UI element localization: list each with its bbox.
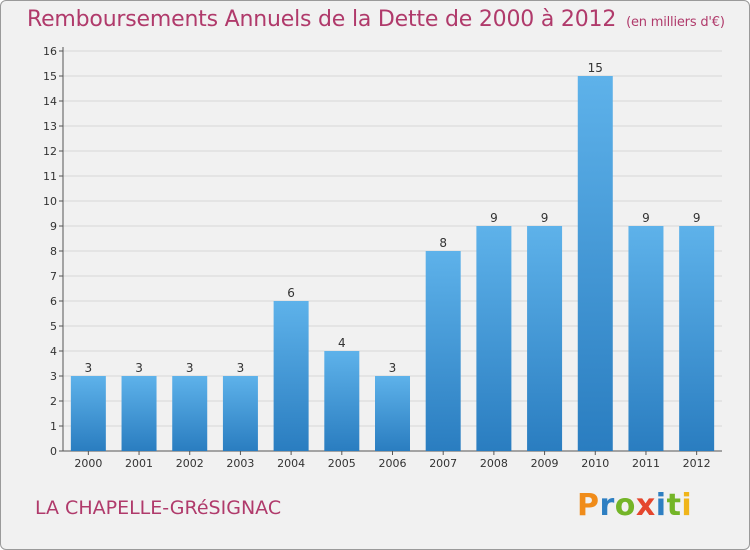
y-tick-label: 16 — [43, 45, 57, 58]
logo-letter: o — [614, 488, 636, 523]
bar-value-label: 3 — [389, 361, 397, 375]
proxiti-logo[interactable]: Proxiti — [577, 488, 692, 523]
bar-value-label: 9 — [642, 211, 650, 225]
logo-letter: r — [599, 488, 615, 523]
x-tick-label: 2004 — [277, 457, 305, 470]
x-tick-label: 2009 — [531, 457, 559, 470]
x-tick-label: 2000 — [74, 457, 102, 470]
y-tick-label: 7 — [50, 270, 57, 283]
y-tick-label: 9 — [50, 220, 57, 233]
x-tick-label: 2005 — [328, 457, 356, 470]
y-tick-label: 2 — [50, 395, 57, 408]
bar — [273, 301, 309, 451]
y-tick-label: 0 — [50, 445, 57, 458]
x-tick-label: 2010 — [581, 457, 609, 470]
y-tick-label: 10 — [43, 195, 57, 208]
bar — [375, 376, 410, 451]
bar-value-label: 15 — [588, 61, 603, 75]
bar-value-label: 6 — [287, 286, 295, 300]
x-tick-label: 2012 — [683, 457, 711, 470]
y-tick-label: 3 — [50, 370, 57, 383]
bar-value-label: 3 — [186, 361, 194, 375]
bar — [527, 226, 563, 451]
logo-letter: x — [635, 488, 656, 523]
logo-letter: i — [681, 488, 693, 523]
x-tick-label: 2002 — [176, 457, 204, 470]
bar — [679, 226, 715, 451]
bar — [172, 376, 208, 451]
commune-name: LA CHAPELLE-GRéSIGNAC — [35, 497, 282, 519]
x-tick-label: 2006 — [379, 457, 407, 470]
bar — [628, 226, 664, 451]
y-tick-label: 11 — [43, 170, 57, 183]
x-tick-label: 2001 — [125, 457, 153, 470]
bar-value-label: 9 — [490, 211, 498, 225]
y-tick-label: 12 — [43, 145, 57, 158]
bar-value-label: 9 — [693, 211, 701, 225]
logo-letter: i — [655, 488, 667, 523]
chart-title-text: Remboursements Annuels de la Dette de 20… — [27, 7, 617, 32]
y-tick-label: 4 — [50, 345, 57, 358]
bar — [324, 351, 360, 451]
x-tick-label: 2011 — [632, 457, 660, 470]
x-tick-label: 2003 — [226, 457, 254, 470]
bar — [121, 376, 157, 451]
logo-letter: t — [666, 488, 682, 523]
y-tick-label: 5 — [50, 320, 57, 333]
logo-letter: P — [577, 488, 600, 523]
bar — [476, 226, 512, 451]
bar-value-label: 3 — [135, 361, 143, 375]
bar — [425, 251, 461, 451]
bar-value-label: 9 — [541, 211, 549, 225]
bar — [577, 76, 613, 451]
bar-value-label: 3 — [85, 361, 93, 375]
y-tick-label: 14 — [43, 95, 57, 108]
y-tick-label: 8 — [50, 245, 57, 258]
y-tick-label: 6 — [50, 295, 57, 308]
y-tick-label: 13 — [43, 120, 57, 133]
bar — [222, 376, 258, 451]
chart-unit-note: (en milliers d'€) — [626, 15, 725, 30]
chart-title: Remboursements Annuels de la Dette de 20… — [27, 7, 725, 32]
x-tick-label: 2007 — [429, 457, 457, 470]
y-tick-label: 1 — [50, 420, 57, 433]
y-tick-label: 15 — [43, 70, 57, 83]
x-tick-label: 2008 — [480, 457, 508, 470]
bar-value-label: 4 — [338, 336, 346, 350]
bar-value-label: 3 — [237, 361, 245, 375]
bar-value-label: 8 — [439, 236, 447, 250]
bar — [70, 376, 106, 451]
